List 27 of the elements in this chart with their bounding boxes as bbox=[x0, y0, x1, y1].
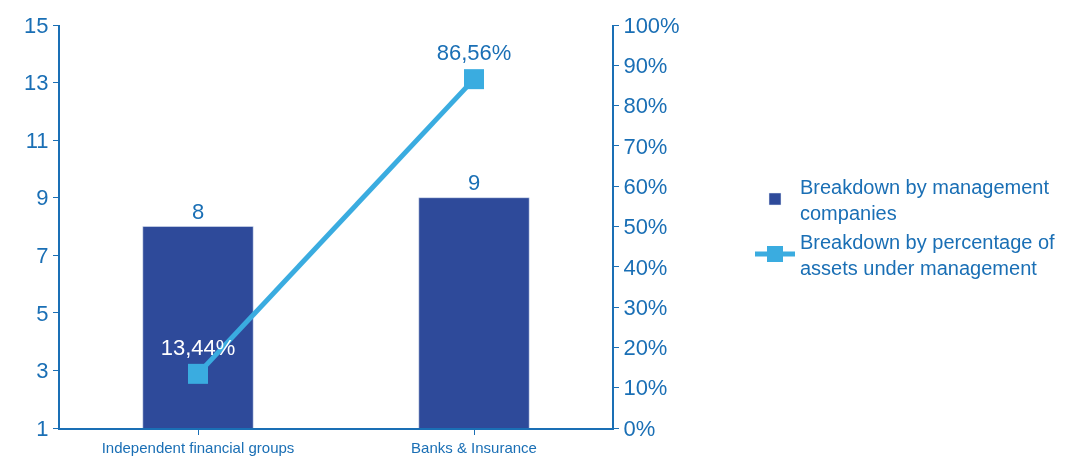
y2-tick-label: 90% bbox=[623, 53, 668, 78]
y2-tick-label: 80% bbox=[623, 93, 668, 119]
y2-tick-label: 30% bbox=[623, 294, 668, 320]
y2-tick-label: 70% bbox=[623, 133, 668, 159]
legend-label: Breakdown by percentage of assets under management bbox=[800, 230, 1056, 279]
y2-tick-label: 50% bbox=[623, 214, 668, 240]
x-tick-label: Banks & Insurance bbox=[411, 439, 537, 456]
data-label: 8 bbox=[191, 198, 205, 224]
y-tick-label: 3 bbox=[36, 358, 49, 384]
y-tick-label: 11 bbox=[25, 127, 49, 153]
data-label: 9 bbox=[467, 169, 481, 195]
x-tick-label: Independent financial groups bbox=[101, 439, 295, 456]
y2-tick-label: 0% bbox=[623, 415, 656, 441]
y2-tick-label: 10% bbox=[623, 375, 668, 401]
y-tick-label: 7 bbox=[36, 242, 49, 268]
y-tick-label: 15 bbox=[24, 12, 49, 38]
y-tick-label: 9 bbox=[36, 185, 49, 211]
y2-tick-label: 60% bbox=[623, 173, 668, 199]
y2-tick-label: 100% bbox=[623, 12, 680, 38]
data-label: 13,44% bbox=[160, 334, 236, 360]
y2-tick-label: 40% bbox=[623, 254, 668, 280]
y-tick-label: 13 bbox=[24, 70, 49, 96]
y2-tick-label: 20% bbox=[623, 335, 668, 361]
data-label: 86,56% bbox=[436, 40, 512, 66]
y-tick-label: 5 bbox=[36, 300, 49, 326]
legend-label: Breakdown by management companies bbox=[800, 175, 1050, 224]
y-tick-label: 1 bbox=[36, 415, 49, 441]
